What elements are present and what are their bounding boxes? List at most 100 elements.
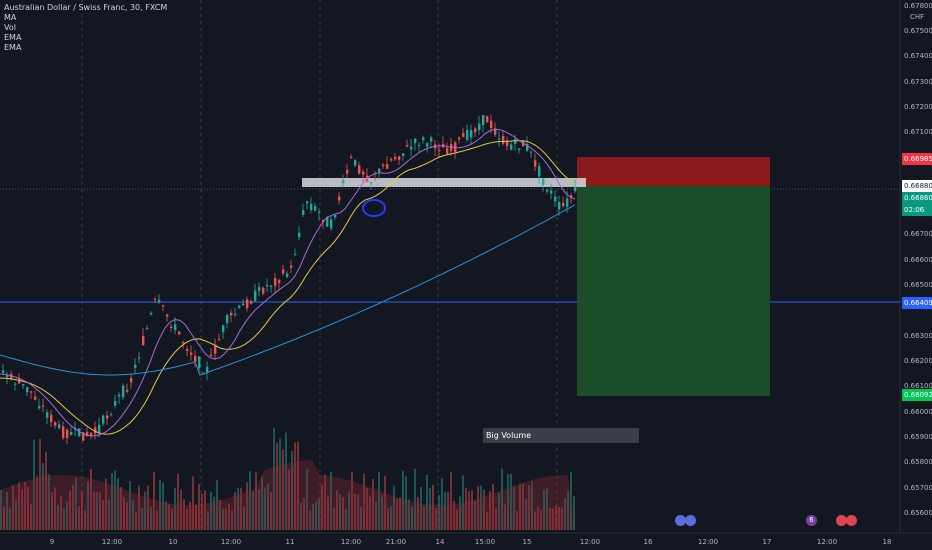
volume-bar — [264, 487, 266, 530]
candle-body — [346, 169, 349, 174]
volume-bar — [480, 485, 482, 530]
candle-body — [574, 186, 577, 192]
flag-icon[interactable] — [836, 515, 847, 526]
candle-body — [494, 128, 497, 135]
candle-body — [34, 396, 37, 400]
volume-bar — [567, 491, 569, 530]
time-tick: 12:00 — [340, 538, 362, 546]
candle-body — [162, 305, 165, 307]
volume-bar — [72, 484, 74, 530]
volume-bar — [531, 481, 533, 530]
volume-bar — [291, 450, 293, 530]
price-tick: 0.67100 — [904, 128, 932, 136]
volume-bar — [306, 468, 308, 530]
candle-body — [50, 414, 53, 423]
candle-body — [314, 206, 317, 211]
volume-bar — [516, 511, 518, 530]
volume-bar — [513, 486, 515, 530]
candle-body — [490, 120, 493, 128]
candle-body — [566, 198, 569, 207]
volume-bar — [429, 488, 431, 530]
volume-bar — [336, 490, 338, 530]
candle-body — [402, 153, 405, 156]
volume-bar — [243, 506, 245, 530]
volume-bar — [231, 510, 233, 530]
candle-body — [294, 254, 297, 256]
volume-bar — [105, 478, 107, 530]
volume-bar — [285, 432, 287, 530]
price-tick: 0.65700 — [904, 484, 932, 492]
flag-icon[interactable] — [685, 515, 696, 526]
volume-bar — [327, 496, 329, 530]
time-tick: 14 — [435, 538, 445, 546]
candle-body — [302, 210, 305, 215]
indicator-ema-1[interactable]: EMA — [4, 33, 22, 42]
volume-bar — [177, 474, 179, 530]
volume-bar — [519, 484, 521, 530]
time-tick: 10 — [168, 538, 178, 546]
volume-bar — [282, 449, 284, 530]
time-tick: 15 — [522, 538, 532, 546]
volume-bar — [504, 504, 506, 530]
flag-icon[interactable] — [846, 515, 857, 526]
support-price-label: 0.66409 — [902, 297, 932, 309]
indicator-vol[interactable]: Vol — [4, 23, 16, 32]
volume-bar — [417, 496, 419, 530]
ema-mid-line — [0, 128, 576, 437]
candle-body — [558, 201, 561, 210]
volume-bar — [159, 480, 161, 530]
candle-body — [378, 168, 381, 173]
price-tick: 0.65600 — [904, 509, 932, 517]
price-tick: 0.66300 — [904, 332, 932, 340]
volume-bar — [36, 476, 38, 530]
price-tick: 0.66000 — [904, 408, 932, 416]
volume-bar — [369, 496, 371, 530]
flag-icon[interactable]: 6 — [806, 515, 817, 526]
volume-bar — [0, 489, 2, 530]
indicator-ma[interactable]: MA — [4, 13, 17, 22]
candle-body — [86, 431, 89, 437]
volume-bar — [309, 510, 311, 530]
candle-body — [250, 301, 253, 304]
big-volume-note[interactable]: Big Volume — [483, 428, 639, 443]
volume-bar — [477, 486, 479, 530]
candle-body — [230, 312, 233, 316]
volume-bar — [408, 499, 410, 530]
volume-bar — [252, 491, 254, 530]
volume-bar — [273, 428, 275, 530]
volume-bar — [393, 485, 395, 530]
price-tick: 0.66100 — [904, 382, 932, 390]
volume-bar — [90, 469, 92, 530]
volume-bar — [240, 488, 242, 530]
volume-bar — [471, 490, 473, 530]
candle-body — [214, 344, 217, 354]
symbol-title[interactable]: Australian Dollar / Swiss Franc, 30, FXC… — [4, 3, 168, 12]
volume-bar — [198, 483, 200, 530]
volume-bar — [411, 506, 413, 530]
candle-body — [426, 143, 429, 147]
indicator-ema-2[interactable]: EMA — [4, 43, 22, 52]
volume-bar — [372, 479, 374, 530]
volume-bar — [135, 511, 137, 530]
volume-bar — [75, 477, 77, 530]
price-tick: 0.67800 — [904, 2, 932, 10]
volume-bar — [96, 492, 98, 530]
flag-icon[interactable] — [675, 515, 686, 526]
volume-bar — [162, 482, 164, 530]
candle-body — [518, 148, 521, 150]
volume-bar — [528, 485, 530, 530]
time-tick: 16 — [643, 538, 653, 546]
volume-bar — [126, 502, 128, 530]
candle-body — [406, 144, 409, 147]
candle-body — [94, 427, 97, 434]
resistance-zone — [302, 178, 586, 187]
volume-bar — [540, 509, 542, 530]
candle-body — [194, 355, 197, 362]
candle-body — [150, 313, 153, 315]
candle-body — [6, 375, 9, 378]
candle-body — [338, 196, 341, 201]
candle-body — [326, 217, 329, 227]
candle-body — [222, 325, 225, 333]
candle-body — [262, 287, 265, 294]
